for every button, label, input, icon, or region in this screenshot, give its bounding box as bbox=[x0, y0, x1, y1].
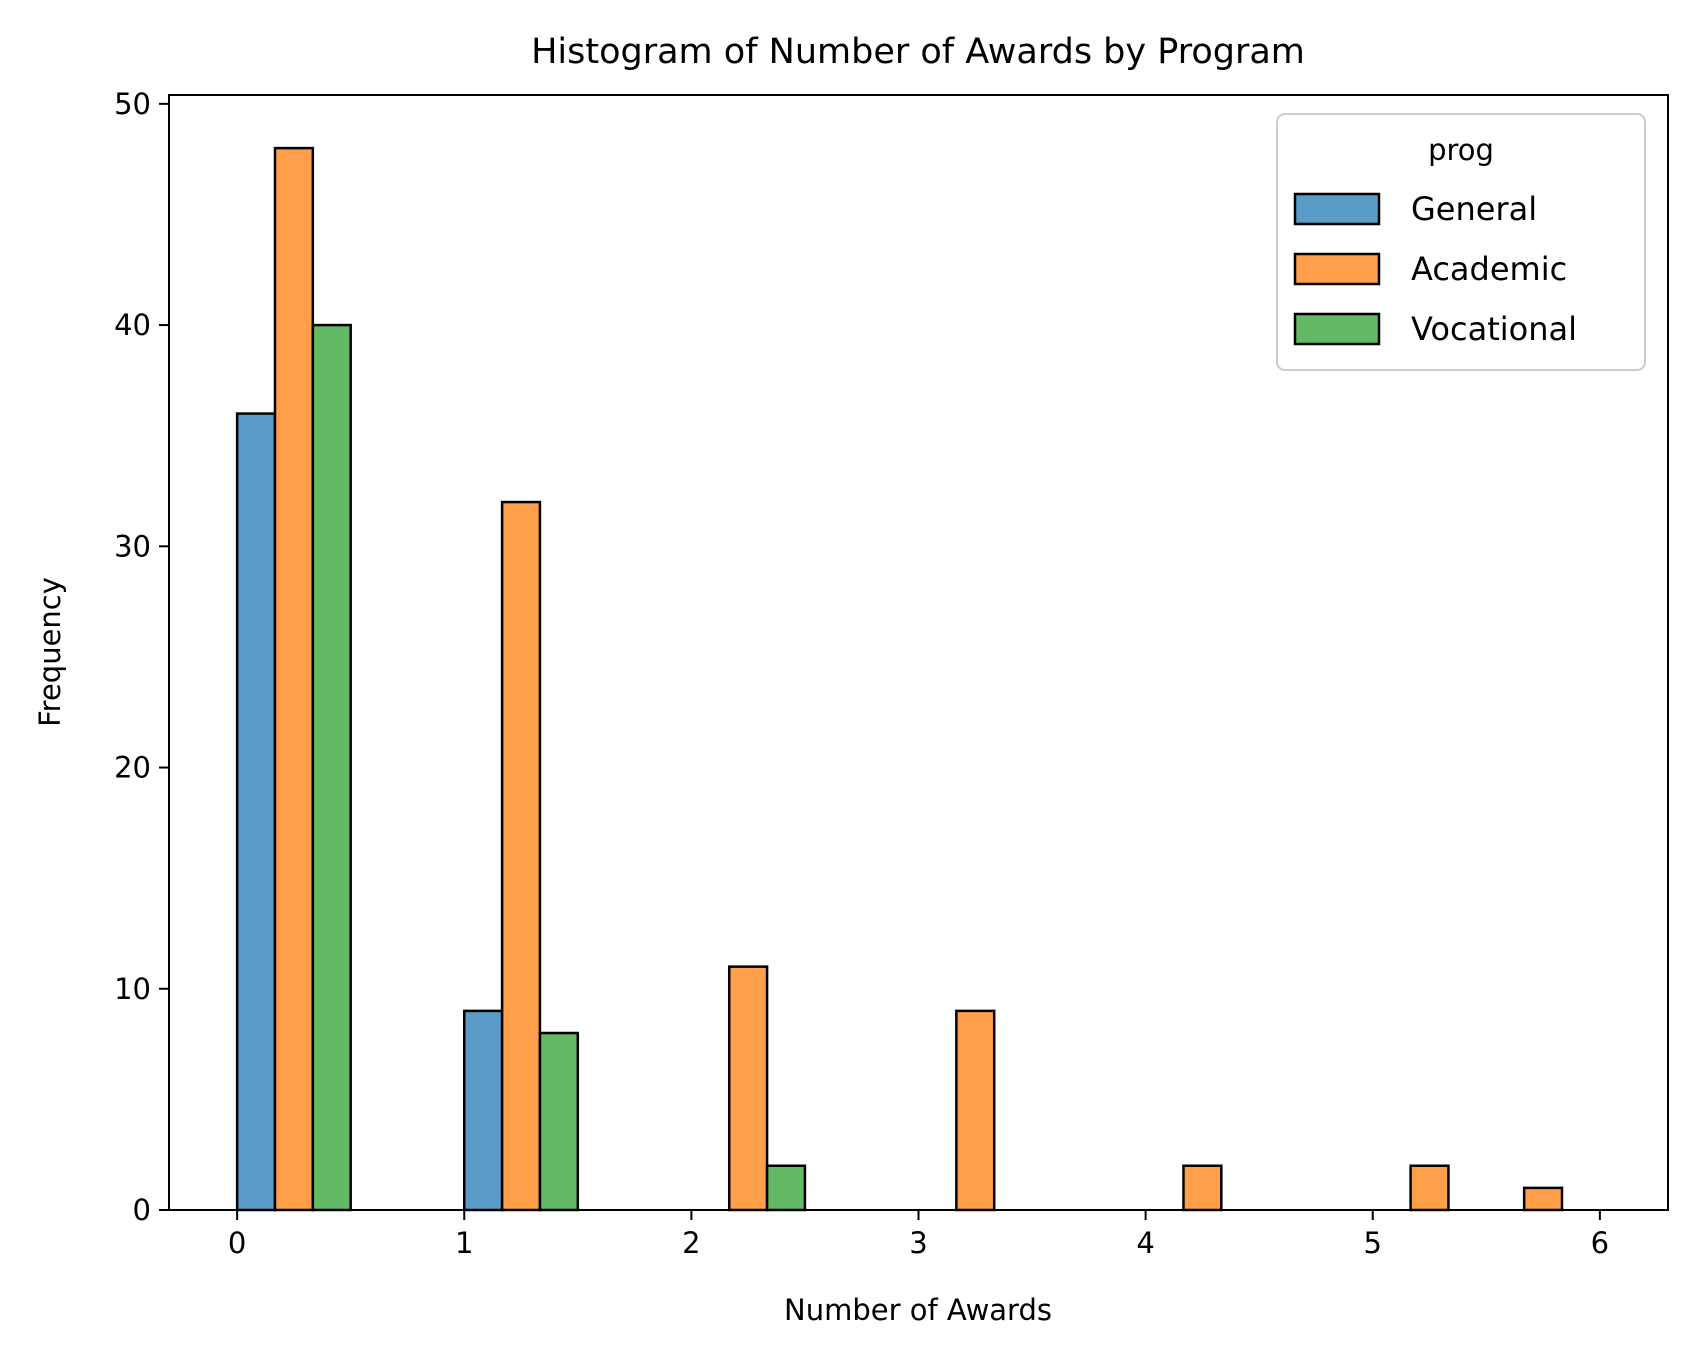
x-tick-label-4: 4 bbox=[1136, 1226, 1154, 1260]
bar-academic-5 bbox=[1409, 1164, 1450, 1212]
bar-general-0 bbox=[235, 412, 277, 1212]
chart-title: Histogram of Number of Awards by Program bbox=[531, 32, 1305, 72]
bar-academic-1 bbox=[500, 500, 542, 1212]
x-tick-label-1: 1 bbox=[455, 1226, 473, 1260]
legend-label-general: General bbox=[1411, 190, 1537, 228]
x-tick-label-5: 5 bbox=[1364, 1226, 1382, 1260]
x-axis-label: Number of Awards bbox=[784, 1293, 1052, 1327]
y-tick-label-1: 10 bbox=[114, 972, 151, 1006]
y-tick-label-0: 0 bbox=[133, 1193, 151, 1227]
legend-swatch-general bbox=[1293, 192, 1381, 226]
legend-swatch-academic bbox=[1293, 252, 1381, 286]
y-axis-label: Frequency bbox=[33, 577, 67, 727]
x-tick-label-0: 0 bbox=[228, 1226, 246, 1260]
y-tick-label-5: 50 bbox=[114, 87, 151, 121]
bar-general-1 bbox=[463, 1009, 504, 1212]
bar-academic-3 bbox=[955, 1009, 996, 1212]
legend: prog General Academic Vocational bbox=[1276, 113, 1646, 371]
x-axis-ticks: 0 1 2 3 4 5 6 bbox=[228, 1210, 1609, 1260]
x-tick-label-3: 3 bbox=[909, 1226, 927, 1260]
y-tick-label-3: 30 bbox=[114, 529, 151, 563]
bar-vocational-0 bbox=[311, 323, 352, 1212]
legend-swatch-vocational bbox=[1293, 312, 1381, 346]
bar-academic-0 bbox=[273, 146, 315, 1212]
bar-academic-6 bbox=[1522, 1186, 1564, 1212]
legend-items: General Academic Vocational bbox=[1293, 190, 1577, 348]
x-tick-label-6: 6 bbox=[1591, 1226, 1609, 1260]
bar-academic-2 bbox=[727, 965, 769, 1212]
x-tick-label-2: 2 bbox=[682, 1226, 700, 1260]
y-axis-ticks: 0 10 20 30 40 50 bbox=[114, 87, 169, 1227]
legend-label-vocational: Vocational bbox=[1411, 310, 1577, 348]
bar-vocational-2 bbox=[765, 1164, 807, 1212]
y-tick-label-2: 20 bbox=[114, 751, 151, 785]
legend-box bbox=[1276, 113, 1646, 371]
bar-academic-4 bbox=[1182, 1164, 1223, 1212]
legend-title: prog bbox=[1428, 133, 1494, 167]
legend-label-academic: Academic bbox=[1411, 250, 1567, 288]
y-tick-label-4: 40 bbox=[114, 308, 151, 342]
bar-vocational-1 bbox=[538, 1031, 580, 1212]
